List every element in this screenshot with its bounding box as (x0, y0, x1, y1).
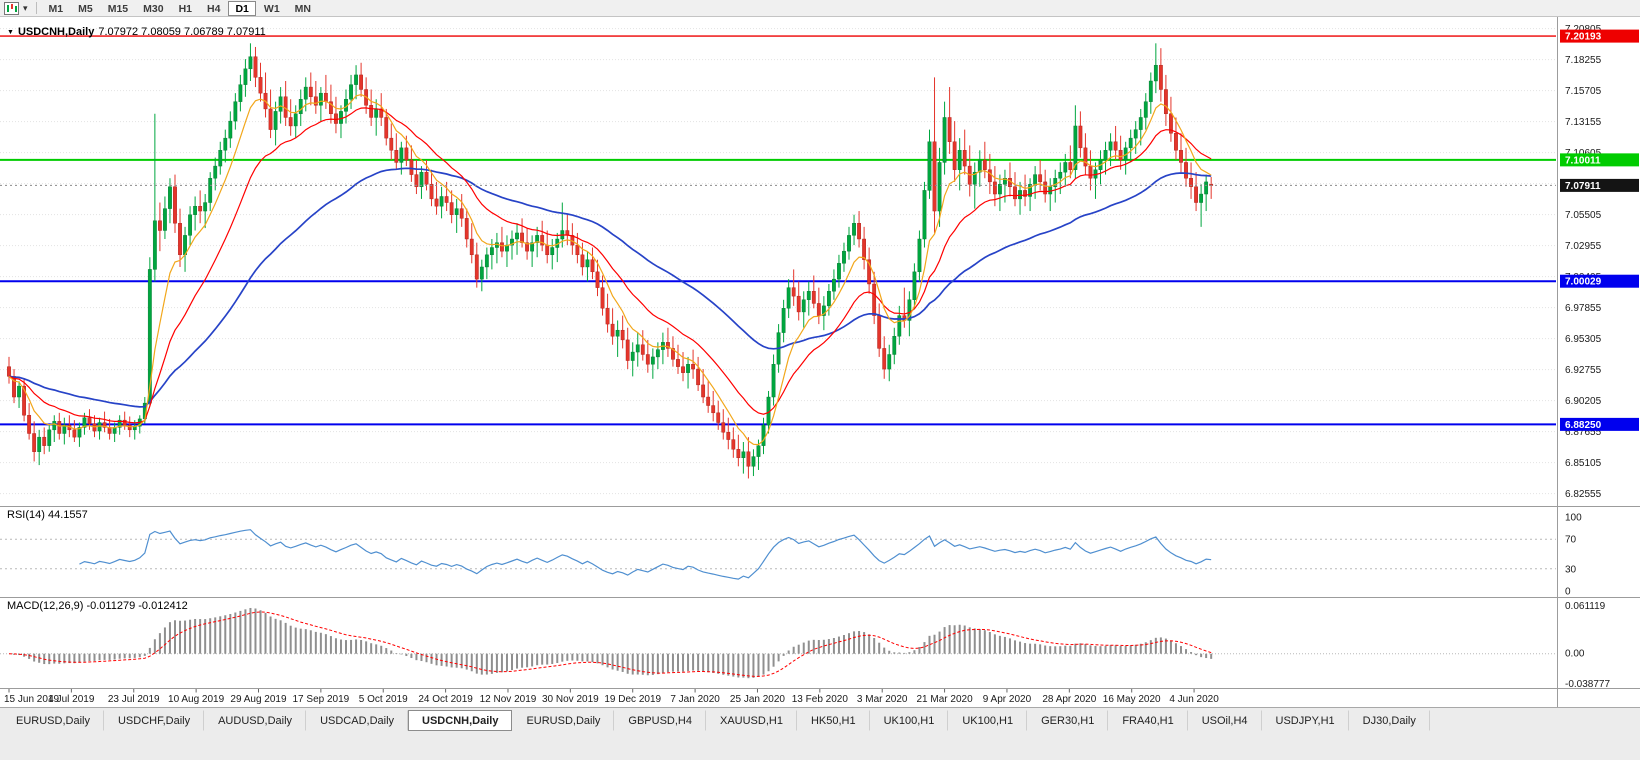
svg-text:7.02955: 7.02955 (1565, 241, 1602, 252)
tab-usoil-h4[interactable]: USOil,H4 (1187, 710, 1262, 731)
svg-text:100: 100 (1565, 513, 1582, 524)
svg-text:7.00029: 7.00029 (1565, 277, 1602, 288)
chart-area[interactable]: 15 Jun 2019 4 Jul 2019 23 Jul 2019 10 Aug 2… (0, 17, 1640, 707)
timeframe-button-m15[interactable]: M15 (107, 2, 129, 15)
svg-text:10 Aug 2019: 10 Aug 2019 (168, 694, 225, 705)
rsi-panel[interactable] (0, 529, 1556, 580)
timeframe-button-mn[interactable]: MN (294, 2, 311, 15)
svg-text:0.061119: 0.061119 (1565, 601, 1606, 612)
svg-text:6.87655: 6.87655 (1565, 427, 1602, 438)
tab-usdcnh-daily[interactable]: USDCNH,Daily (408, 710, 513, 731)
tab-ger30-h1[interactable]: GER30,H1 (1027, 710, 1109, 731)
svg-text:6.88250: 6.88250 (1565, 420, 1602, 431)
svg-text:21 Mar 2020: 21 Mar 2020 (917, 694, 974, 705)
timeframe-button-m30[interactable]: M30 (143, 2, 164, 15)
chart-tabbar: EURUSD,Daily USDCHF,Daily AUDUSD,Daily USDC… (0, 707, 1640, 760)
timeframe-button-m1[interactable]: M1 (48, 2, 64, 15)
svg-text:13 Feb 2020: 13 Feb 2020 (792, 694, 849, 705)
toolbar-separator (35, 2, 37, 14)
chart-tabs: EURUSD,Daily USDCHF,Daily AUDUSD,Daily USDC… (0, 710, 1640, 731)
chart-window-icon[interactable] (4, 1, 19, 15)
tab-uk100-h1[interactable]: UK100,H1 (948, 710, 1028, 731)
svg-text:16 May 2020: 16 May 2020 (1103, 694, 1161, 705)
svg-text:6.97855: 6.97855 (1565, 303, 1602, 314)
svg-text:12 Nov 2019: 12 Nov 2019 (480, 694, 537, 705)
tab-hk50-h1[interactable]: HK50,H1 (796, 710, 870, 731)
main-panel[interactable] (0, 28, 1556, 495)
chart-menu-icon[interactable]: ▼ (7, 28, 14, 36)
svg-text:70: 70 (1565, 535, 1577, 546)
price-axis[interactable]: 7.208057.182557.157057.131557.106057.080… (1560, 24, 1639, 690)
svg-text:4 Jun 2020: 4 Jun 2020 (1169, 694, 1219, 705)
tab-gbpusd-h4[interactable]: GBPUSD,H4 (614, 710, 706, 731)
svg-text:6.92755: 6.92755 (1565, 365, 1602, 376)
svg-text:15 Jun 2019: 15 Jun 2019 (4, 694, 59, 705)
svg-text:4 Jul 2019: 4 Jul 2019 (48, 694, 95, 705)
svg-text:0: 0 (1565, 587, 1571, 598)
timeframe-button-h1[interactable]: H1 (178, 2, 193, 15)
svg-text:17 Sep 2019: 17 Sep 2019 (293, 694, 350, 705)
tab-usdjpy-h1[interactable]: USDJPY,H1 (1261, 710, 1349, 731)
svg-text:7.18255: 7.18255 (1565, 55, 1602, 66)
svg-text:7.10011: 7.10011 (1565, 155, 1601, 166)
svg-text:6.82555: 6.82555 (1565, 489, 1602, 500)
svg-text:6.85105: 6.85105 (1565, 458, 1602, 469)
svg-text:7.15705: 7.15705 (1565, 86, 1602, 97)
timeframe-button-h4[interactable]: H4 (207, 2, 221, 15)
tab-xauusd-h1[interactable]: XAUUSD,H1 (705, 710, 797, 731)
svg-text:6.90205: 6.90205 (1565, 396, 1602, 407)
svg-text:7.05505: 7.05505 (1565, 210, 1602, 221)
svg-text:7.07911: 7.07911 (1565, 181, 1601, 192)
svg-text:6.95305: 6.95305 (1565, 334, 1602, 345)
tab-audusd-daily[interactable]: AUDUSD,Daily (204, 710, 307, 731)
svg-text:9 Apr 2020: 9 Apr 2020 (983, 694, 1032, 705)
svg-text:7.20193: 7.20193 (1565, 32, 1602, 43)
svg-text:7 Jan 2020: 7 Jan 2020 (670, 694, 720, 705)
tab-dj30-daily[interactable]: DJ30,Daily (1348, 710, 1430, 731)
tab-usdchf-daily[interactable]: USDCHF,Daily (103, 710, 205, 731)
tab-uk100-h1[interactable]: UK100,H1 (869, 710, 949, 731)
tab-usdcad-daily[interactable]: USDCAD,Daily (306, 710, 409, 731)
svg-text:24 Oct 2019: 24 Oct 2019 (418, 694, 473, 705)
tab-eurusd-daily[interactable]: EURUSD,Daily (512, 710, 615, 731)
svg-text:23 Jul 2019: 23 Jul 2019 (108, 694, 160, 705)
svg-text:5 Oct 2019: 5 Oct 2019 (359, 694, 408, 705)
svg-text:25 Jan 2020: 25 Jan 2020 (730, 694, 785, 705)
svg-text:-0.038777: -0.038777 (1565, 679, 1610, 690)
svg-text:28 Apr 2020: 28 Apr 2020 (1042, 694, 1096, 705)
tab-eurusd-daily[interactable]: EURUSD,Daily (2, 710, 104, 731)
top-toolbar: ▾ M1 M5 M15 M30 H1 H4 D1 W1 MN (0, 0, 1640, 17)
svg-text:30 Nov 2019: 30 Nov 2019 (542, 694, 599, 705)
chart-dropdown-icon[interactable]: ▾ (23, 2, 28, 13)
svg-text:29 Aug 2019: 29 Aug 2019 (230, 694, 287, 705)
svg-text:3 Mar 2020: 3 Mar 2020 (857, 694, 908, 705)
timeframe-button-w1[interactable]: W1 (263, 2, 280, 15)
timeframe-button-m5[interactable]: M5 (78, 2, 93, 15)
svg-text:0.00: 0.00 (1565, 649, 1585, 660)
svg-text:30: 30 (1565, 564, 1577, 575)
tab-fra40-h1[interactable]: FRA40,H1 (1108, 710, 1188, 731)
svg-text:7.13155: 7.13155 (1565, 117, 1602, 128)
svg-text:19 Dec 2019: 19 Dec 2019 (604, 694, 661, 705)
macd-panel[interactable] (0, 607, 1556, 679)
timeframe-button-d1[interactable]: D1 (228, 0, 256, 16)
timeframe-toolbar: M1 M5 M15 M30 H1 H4 D1 W1 MN (42, 0, 318, 16)
